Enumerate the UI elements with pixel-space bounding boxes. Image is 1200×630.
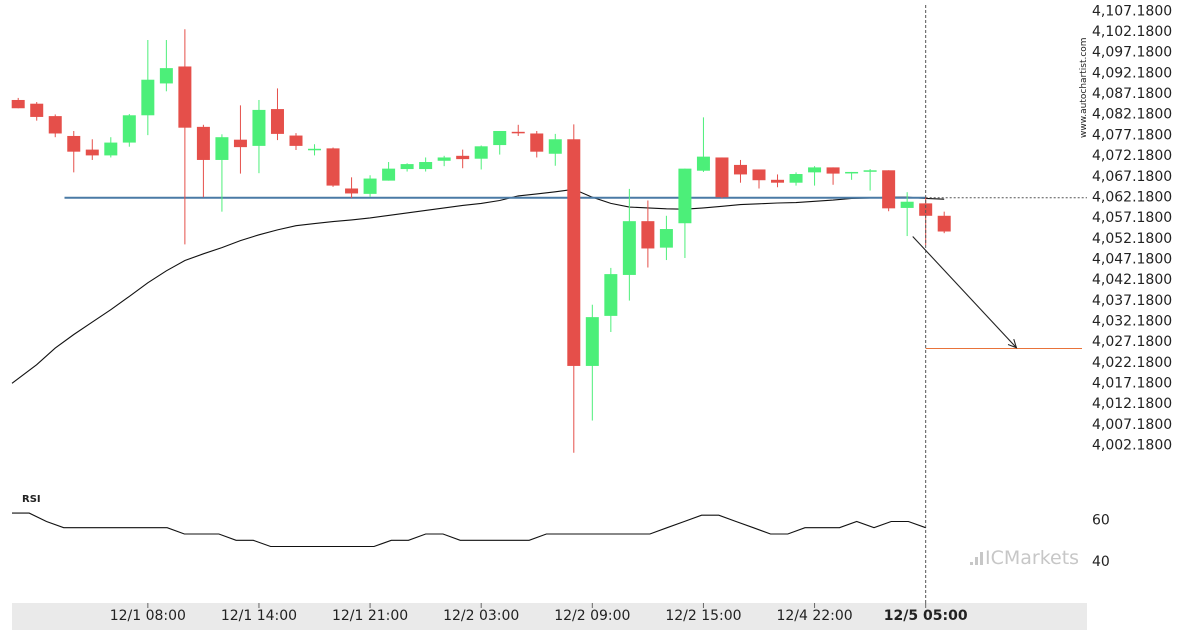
candle-down [882,170,896,209]
rsi-line [12,512,926,548]
candle-down [530,133,544,152]
brand-logo: ICMarkets [970,547,1079,569]
y-tick-label: 4,007.1800 [1092,417,1172,433]
x-tick-label: 12/2 15:00 [665,608,741,624]
candle-up [604,274,618,316]
candle-up [159,68,173,84]
candle-up [548,139,562,154]
candle-up [900,201,914,208]
candle-up [696,156,710,171]
candle-up [382,168,396,181]
x-tick-label: 12/1 08:00 [110,608,186,624]
candle-up [104,142,118,156]
rsi-label: RSI [22,494,41,505]
rsi-tick-label: 40 [1092,554,1110,570]
y-tick-label: 4,102.1800 [1092,24,1172,40]
y-tick-label: 4,082.1800 [1092,107,1172,123]
candle-up [474,146,488,159]
y-tick-label: 4,042.1800 [1092,272,1172,288]
y-tick-label: 4,027.1800 [1092,334,1172,350]
candle-up [308,148,322,151]
y-tick-label: 4,017.1800 [1092,376,1172,392]
autochartist-watermark: www.autochartist.com [1079,37,1089,138]
candle-down [196,126,210,160]
rsi-panel [12,488,1087,603]
y-tick-label: 4,062.1800 [1092,189,1172,205]
y-tick-label: 4,107.1800 [1092,3,1172,19]
y-tick-label: 4,092.1800 [1092,65,1172,81]
brand-logo-text: ICMarkets [985,547,1079,569]
candle-up [622,221,636,275]
candle-up [863,170,877,172]
y-tick-label: 4,067.1800 [1092,169,1172,185]
y-tick-label: 4,022.1800 [1092,355,1172,371]
candle-up [400,164,414,170]
candle-down [937,215,951,232]
candle-down [641,221,655,249]
candle-up [141,79,155,116]
candle-up [419,162,433,170]
y-tick-label: 4,087.1800 [1092,86,1172,102]
candle-down [30,103,44,117]
candle-up [845,171,859,174]
x-axis-band [12,603,1087,630]
candle-down [326,148,340,186]
candle-down [48,116,62,134]
candle-down [85,149,99,156]
candle-down [67,135,81,152]
candle-down [919,203,933,216]
ic-logo-icon [970,552,983,565]
candle-up [215,137,229,160]
candle-up [659,229,673,248]
candle-up [808,167,822,173]
x-tick-label: 12/2 09:00 [554,608,630,624]
candle-up [493,130,507,146]
candle-down [345,188,359,194]
candle-down [233,139,247,148]
y-tick-label: 4,037.1800 [1092,293,1172,309]
y-tick-label: 4,052.1800 [1092,231,1172,247]
rsi-tick-label: 60 [1092,512,1110,528]
candle-up [363,178,377,194]
candle-down [270,109,284,134]
candle-down [178,66,192,128]
candle-down [11,99,25,109]
y-tick-label: 4,047.1800 [1092,251,1172,267]
candle-down [826,167,840,174]
y-tick-label: 4,072.1800 [1092,148,1172,164]
forecast-arrow-head [1007,338,1018,349]
x-tick-label: 12/2 03:00 [443,608,519,624]
candle-up [437,157,451,161]
x-tick-label: 12/1 21:00 [332,608,408,624]
candle-up [678,168,692,224]
y-tick-label: 4,032.1800 [1092,314,1172,330]
candle-up [789,174,803,183]
candle-up [252,109,266,146]
moving-average-line [11,188,945,384]
candle-down [715,157,729,198]
candle-down [289,135,303,146]
candle-down [752,169,766,181]
x-tick-label: 12/4 22:00 [776,608,852,624]
candle-down [567,139,581,366]
y-tick-label: 4,057.1800 [1092,210,1172,226]
forecast-arrow [912,236,1017,349]
candle-down [511,131,525,134]
candle-up [122,115,136,143]
x-tick-label: 12/5 05:00 [884,608,968,624]
y-tick-label: 4,002.1800 [1092,438,1172,454]
y-tick-label: 4,077.1800 [1092,127,1172,143]
candle-down [771,179,785,183]
x-tick-label: 12/1 14:00 [221,608,297,624]
y-tick-label: 4,097.1800 [1092,45,1172,61]
candle-down [456,155,470,160]
candle-up [585,317,599,366]
candle-down [733,164,747,175]
y-tick-label: 4,012.1800 [1092,396,1172,412]
